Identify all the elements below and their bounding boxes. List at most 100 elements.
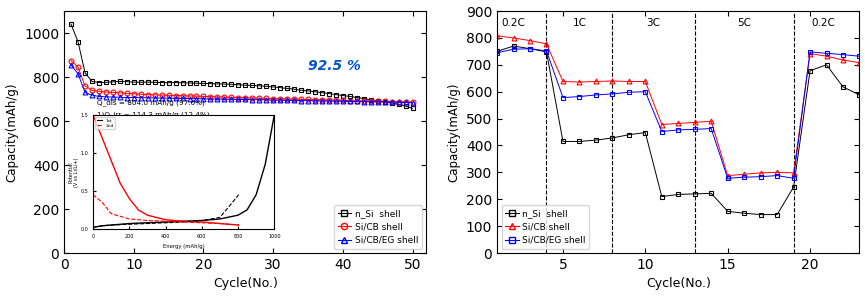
Si/CB/EG shell bbox=[150, 96, 160, 100]
Si/CB shell bbox=[205, 95, 215, 98]
Si/CB/EG shell bbox=[226, 97, 236, 101]
Si/CB shell bbox=[673, 122, 683, 125]
X-axis label: Cycle(No.): Cycle(No.) bbox=[646, 277, 711, 290]
Si/CB shell bbox=[80, 84, 90, 88]
n_Si  shell bbox=[226, 83, 236, 86]
Si/CB shell bbox=[93, 90, 104, 93]
n_Si  shell bbox=[282, 87, 292, 90]
Si/CB shell bbox=[344, 99, 355, 102]
Si/CB shell bbox=[115, 91, 125, 95]
n_Si  shell bbox=[310, 90, 320, 94]
n_Si  shell bbox=[607, 136, 618, 140]
Si/CB/EG shell bbox=[525, 47, 535, 51]
Si/CB shell bbox=[380, 100, 390, 103]
n_Si  shell bbox=[387, 101, 397, 105]
n_Si  shell bbox=[855, 93, 865, 97]
n_Si  shell bbox=[289, 87, 299, 91]
n_Si  shell bbox=[107, 80, 118, 84]
n_Si  shell bbox=[574, 140, 585, 143]
Si/CB/EG shell bbox=[407, 101, 418, 104]
Si/CB shell bbox=[136, 92, 146, 96]
Line: Si/CB/EG shell: Si/CB/EG shell bbox=[68, 62, 415, 105]
n_Si  shell bbox=[324, 92, 334, 95]
Si/CB shell bbox=[170, 94, 181, 97]
n_Si  shell bbox=[317, 91, 327, 94]
Si/CB shell bbox=[624, 80, 634, 83]
Si/CB/EG shell bbox=[254, 98, 265, 102]
Si/CB shell bbox=[324, 98, 334, 102]
Si/CB/EG shell bbox=[73, 72, 83, 75]
Si/CB shell bbox=[607, 79, 618, 83]
Si/CB shell bbox=[640, 80, 650, 83]
n_Si  shell bbox=[359, 97, 369, 100]
Si/CB shell bbox=[838, 58, 849, 62]
Si/CB/EG shell bbox=[558, 96, 568, 99]
Si/CB shell bbox=[157, 93, 167, 97]
n_Si  shell bbox=[261, 85, 272, 88]
Si/CB shell bbox=[143, 93, 153, 96]
Si/CB/EG shell bbox=[247, 98, 258, 102]
Si/CB shell bbox=[772, 170, 782, 174]
Si/CB shell bbox=[400, 100, 411, 104]
Text: 3C: 3C bbox=[646, 18, 661, 28]
n_Si  shell bbox=[400, 104, 411, 108]
Si/CB/EG shell bbox=[739, 176, 749, 179]
Text: 0.2C: 0.2C bbox=[811, 18, 835, 28]
Si/CB shell bbox=[373, 99, 383, 103]
Si/CB shell bbox=[150, 93, 160, 96]
Si/CB shell bbox=[226, 96, 236, 99]
Si/CB shell bbox=[212, 95, 222, 99]
Si/CB shell bbox=[788, 171, 798, 175]
n_Si  shell bbox=[821, 63, 831, 67]
Si/CB/EG shell bbox=[303, 99, 313, 102]
n_Si  shell bbox=[275, 86, 285, 89]
Si/CB shell bbox=[247, 96, 258, 100]
Si/CB shell bbox=[359, 99, 369, 103]
Si/CB shell bbox=[73, 65, 83, 69]
Text: 5C: 5C bbox=[737, 18, 751, 28]
Si/CB shell bbox=[66, 59, 76, 62]
Si/CB shell bbox=[492, 34, 503, 38]
Si/CB shell bbox=[337, 99, 348, 102]
Si/CB/EG shell bbox=[373, 100, 383, 104]
n_Si  shell bbox=[177, 81, 188, 85]
n_Si  shell bbox=[394, 102, 404, 106]
Si/CB shell bbox=[107, 91, 118, 94]
Si/CB/EG shell bbox=[359, 100, 369, 104]
Si/CB shell bbox=[261, 96, 272, 100]
Si/CB shell bbox=[317, 98, 327, 102]
n_Si  shell bbox=[247, 84, 258, 87]
Si/CB/EG shell bbox=[574, 95, 585, 98]
Si/CB/EG shell bbox=[351, 100, 362, 103]
Text: 1)Q_irr = 114.3 mAh/g (12.4%): 1)Q_irr = 114.3 mAh/g (12.4%) bbox=[97, 111, 209, 118]
n_Si  shell bbox=[122, 80, 132, 83]
Si/CB/EG shell bbox=[212, 97, 222, 101]
Si/CB shell bbox=[122, 91, 132, 95]
Si/CB shell bbox=[407, 100, 418, 104]
n_Si  shell bbox=[80, 71, 90, 74]
Si/CB/EG shell bbox=[275, 98, 285, 102]
n_Si  shell bbox=[337, 94, 348, 97]
n_Si  shell bbox=[93, 81, 104, 84]
n_Si  shell bbox=[838, 85, 849, 89]
Si/CB/EG shell bbox=[234, 98, 244, 101]
n_Si  shell bbox=[73, 40, 83, 44]
Si/CB/EG shell bbox=[337, 99, 348, 103]
n_Si  shell bbox=[191, 81, 202, 85]
Si/CB/EG shell bbox=[838, 53, 849, 56]
Si/CB/EG shell bbox=[855, 54, 865, 58]
Line: Si/CB shell: Si/CB shell bbox=[495, 33, 862, 178]
Si/CB shell bbox=[574, 80, 585, 84]
n_Si  shell bbox=[689, 192, 700, 196]
n_Si  shell bbox=[558, 140, 568, 143]
Si/CB/EG shell bbox=[788, 176, 798, 180]
Si/CB shell bbox=[689, 120, 700, 124]
Si/CB/EG shell bbox=[657, 130, 667, 133]
n_Si  shell bbox=[657, 195, 667, 198]
n_Si  shell bbox=[640, 131, 650, 134]
Si/CB shell bbox=[310, 98, 320, 102]
Si/CB/EG shell bbox=[380, 100, 390, 104]
Si/CB/EG shell bbox=[143, 96, 153, 99]
Si/CB/EG shell bbox=[330, 99, 341, 103]
Si/CB/EG shell bbox=[804, 50, 815, 54]
